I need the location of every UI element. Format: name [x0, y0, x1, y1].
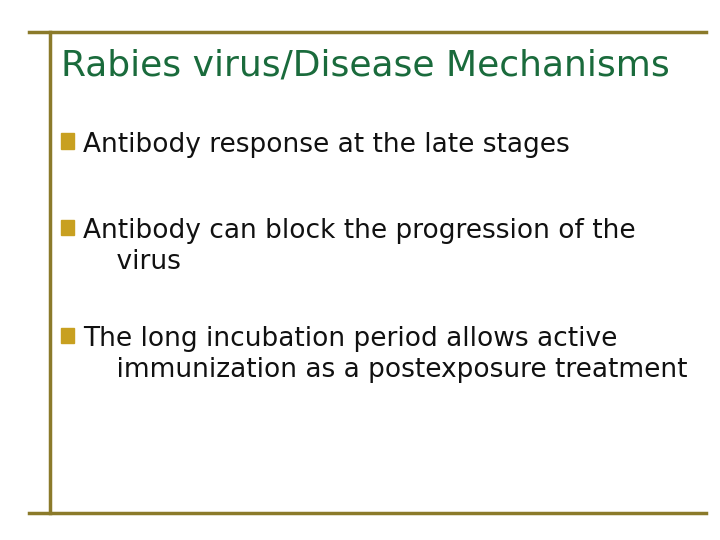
- Text: The long incubation period allows active
    immunization as a postexposure trea: The long incubation period allows active…: [83, 326, 688, 383]
- Text: Antibody response at the late stages: Antibody response at the late stages: [83, 132, 570, 158]
- Text: Antibody can block the progression of the
    virus: Antibody can block the progression of th…: [83, 218, 636, 275]
- FancyBboxPatch shape: [61, 220, 74, 235]
- Text: Rabies virus/Disease Mechanisms: Rabies virus/Disease Mechanisms: [61, 49, 670, 83]
- FancyBboxPatch shape: [61, 133, 74, 148]
- FancyBboxPatch shape: [61, 328, 74, 343]
